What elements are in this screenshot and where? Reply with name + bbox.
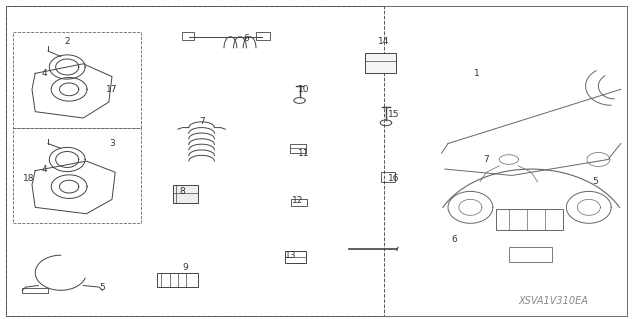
- Text: 5: 5: [593, 177, 598, 186]
- Text: 14: 14: [378, 37, 390, 46]
- Bar: [22, 288, 48, 293]
- Text: 7: 7: [484, 155, 489, 164]
- Text: 12: 12: [292, 197, 303, 205]
- Text: 1: 1: [474, 69, 479, 78]
- Text: XSVA1V310EA: XSVA1V310EA: [518, 296, 589, 307]
- Text: 4: 4: [42, 69, 47, 78]
- Text: 6: 6: [244, 34, 249, 43]
- Bar: [13, 32, 141, 128]
- Bar: [381, 172, 395, 182]
- Text: 6: 6: [452, 235, 457, 244]
- Bar: [496, 209, 563, 230]
- Text: 4: 4: [42, 165, 47, 174]
- Text: 16: 16: [388, 174, 399, 183]
- Bar: [509, 247, 552, 262]
- Bar: [290, 144, 306, 153]
- Text: 18: 18: [23, 174, 35, 183]
- Text: 5: 5: [100, 283, 105, 292]
- Text: 7: 7: [199, 117, 204, 126]
- Text: 17: 17: [106, 85, 118, 94]
- Text: 10: 10: [298, 85, 310, 94]
- Text: 13: 13: [285, 251, 297, 260]
- Text: 3: 3: [109, 139, 115, 148]
- Bar: [365, 53, 396, 73]
- Bar: [182, 32, 194, 40]
- Text: 2: 2: [65, 37, 70, 46]
- Bar: [256, 32, 270, 40]
- Text: 15: 15: [388, 110, 399, 119]
- Bar: [13, 128, 141, 223]
- Bar: [173, 185, 198, 203]
- Bar: [285, 251, 306, 263]
- Bar: [6, 6, 384, 316]
- Text: 11: 11: [298, 149, 310, 158]
- Bar: [157, 273, 198, 287]
- Text: 9: 9: [183, 263, 188, 272]
- Bar: [291, 199, 307, 206]
- Text: 8: 8: [180, 187, 185, 196]
